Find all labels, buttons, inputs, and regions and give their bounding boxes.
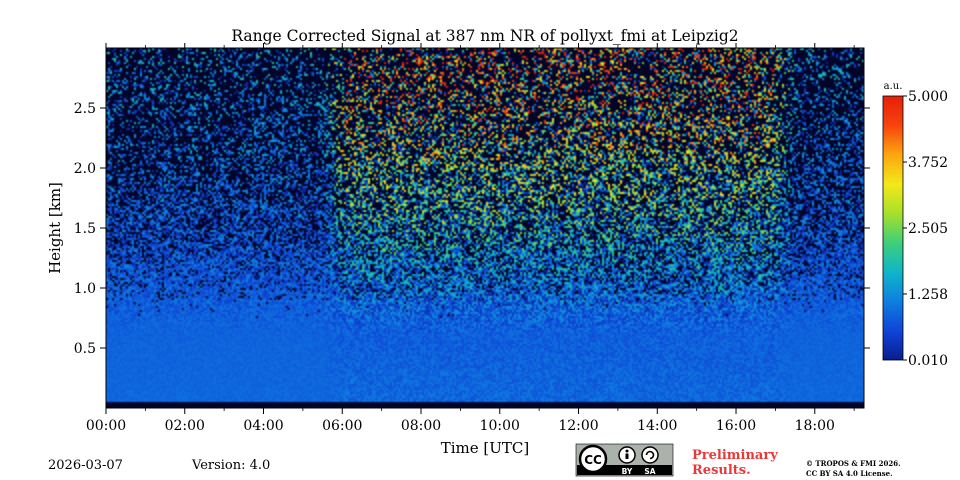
x-tick-label: 16:00 (716, 418, 756, 434)
colorbar-tick-label: 1.258 (908, 287, 948, 303)
copyright-line1: © TROPOS & FMI 2026. (806, 459, 901, 468)
share-alike-icon-arc (645, 450, 655, 460)
x-tick-label: 06:00 (322, 418, 362, 434)
y-tick-label: 1.0 (74, 281, 96, 297)
colorbar-unit: a.u. (884, 81, 903, 92)
plot-area (105, 47, 865, 409)
copyright-line2: CC BY SA 4.0 License. (806, 469, 893, 478)
preliminary-notice: Preliminary Results. (692, 448, 778, 478)
colorbar-tick-label: 2.505 (908, 221, 948, 237)
colorbar-tick-label: 5.000 (908, 89, 948, 105)
y-tick-label: 1.5 (74, 221, 96, 237)
y-tick-label: 0.5 (74, 341, 96, 357)
footer-version: Version: 4.0 (192, 458, 271, 473)
attribution-icon-head (625, 449, 629, 453)
preliminary-line1: Preliminary (692, 448, 778, 463)
y-tick-label: 2.0 (74, 161, 96, 177)
x-tick-label: 14:00 (637, 418, 677, 434)
colorbar-ticks: 0.010 1.258 2.505 3.752 5.000 (903, 89, 948, 369)
colorbar: a.u. 0.010 1.258 2.505 3.752 5.000 (882, 81, 948, 369)
sa-text: SA (644, 467, 655, 476)
x-axis-label: Time [UTC] (441, 439, 530, 457)
by-text: BY (622, 467, 633, 476)
signal-heatmap (106, 48, 864, 408)
attribution-icon-body (625, 453, 629, 459)
x-tick-label: 02:00 (165, 418, 205, 434)
cc-icon (578, 444, 608, 474)
y-tick-label: 2.5 (74, 101, 96, 117)
colorbar-tick-label: 0.010 (908, 353, 948, 369)
x-tick-label: 08:00 (401, 418, 441, 434)
x-axis: 00:00 02:00 04:00 06:00 08:00 10:00 12:00 14:00… (86, 43, 855, 434)
badge-strip (577, 465, 672, 475)
copyright-notice: © TROPOS & FMI 2026. CC BY SA 4.0 Licens… (806, 459, 901, 479)
x-tick-label: 10:00 (480, 418, 520, 434)
cc-text: CC (584, 453, 602, 467)
x-tick-label: 18:00 (795, 418, 835, 434)
y-axis: 0.5 1.0 1.5 2.0 2.5 (74, 101, 870, 357)
x-tick-label: 00:00 (86, 418, 126, 434)
preliminary-line2: Results. (692, 463, 751, 478)
y-axis-label: Height [km] (46, 182, 64, 274)
colorbar-tick-label: 3.752 (908, 155, 948, 171)
x-tick-label: 04:00 (243, 418, 283, 434)
chart-title: Range Corrected Signal at 387 nm NR of p… (231, 27, 738, 45)
x-tick-label: 12:00 (558, 418, 598, 434)
footer-date: 2026-03-07 (48, 458, 123, 473)
colorbar-gradient (882, 95, 904, 361)
license-badge: CC BY SA (575, 443, 674, 477)
share-alike-icon (641, 446, 659, 464)
